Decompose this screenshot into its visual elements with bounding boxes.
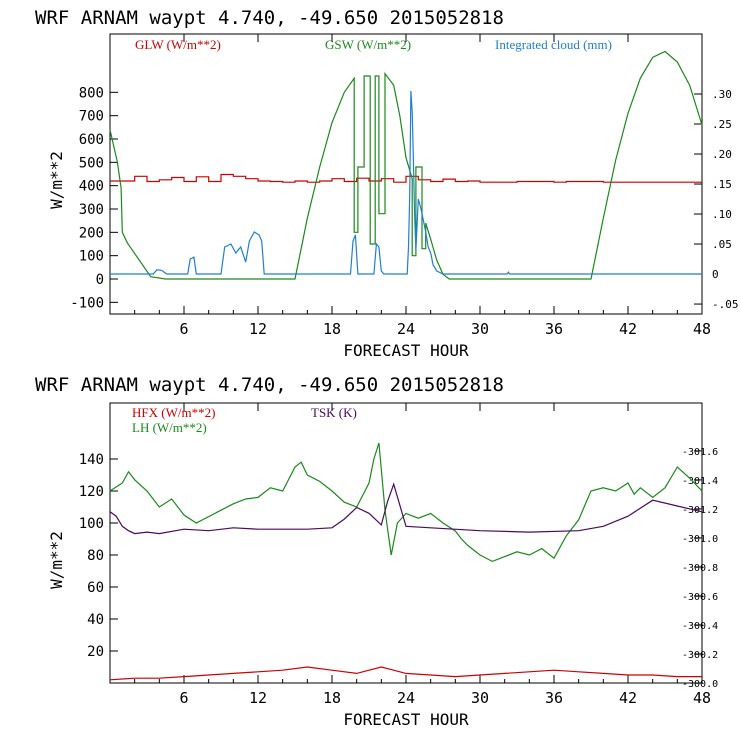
y2-tick-label: .05	[712, 238, 732, 251]
y2-tick-label: -300.2	[682, 650, 718, 661]
y2-tick-label: .30	[712, 88, 732, 101]
y2-tick-label: -300.0	[682, 679, 718, 690]
x-tick-label: 36	[545, 320, 563, 338]
legend-glw: GLW (W/m**2)	[135, 37, 221, 52]
y-tick-label: 500	[79, 155, 104, 171]
y2-tick-label: .20	[712, 148, 732, 161]
legend-gsw: GSW (W/m**2)	[325, 37, 411, 52]
y2-tick-label: -301.4	[682, 476, 718, 487]
panel-1-ticks: 6 12 18 24 30 36 42 48 -100 0 100 200 300 400 500 600 70…	[70, 34, 739, 338]
panel-2: WRF ARNAM waypt 4.740, -49.650 201505281…	[35, 374, 718, 729]
y2-tick-label: -301.6	[682, 447, 718, 458]
y-tick-label: 200	[79, 225, 104, 241]
y-tick-label: 140	[79, 452, 104, 468]
y2-tick-label: -300.6	[682, 592, 718, 603]
panel-1-legend: GLW (W/m**2) GSW (W/m**2) Integrated clo…	[135, 37, 612, 52]
y2-tick-label: .15	[712, 178, 732, 191]
panel-2-ticks: 6 12 18 24 30 36 42 48 20 40 60 80 100 120 140 -300.0 -3…	[79, 403, 718, 707]
y2-tick-label: -301.2	[682, 505, 718, 516]
x-tick-label: 36	[545, 689, 563, 707]
legend-cloud: Integrated cloud (mm)	[495, 37, 612, 52]
x-tick-label: 42	[619, 320, 637, 338]
x-tick-label: 12	[249, 689, 267, 707]
y2-tick-label: .10	[712, 208, 732, 221]
y-tick-label: 40	[87, 612, 104, 628]
y2-tick-label: -301.0	[682, 534, 718, 545]
y-tick-label: 300	[79, 202, 104, 218]
panel-2-ylabel: W/m**2	[47, 531, 66, 589]
y-tick-label: 60	[87, 580, 104, 596]
x-tick-label: 24	[397, 689, 415, 707]
x-tick-label: 48	[693, 689, 711, 707]
y-tick-label: 100	[79, 249, 104, 265]
x-tick-label: 6	[179, 689, 188, 707]
x-tick-label: 18	[323, 689, 341, 707]
legend-hfx: HFX (W/m**2)	[132, 405, 215, 420]
panel-1-ylabel: W/m**2	[47, 151, 66, 209]
panel-1-title: WRF ARNAM waypt 4.740, -49.650 201505281…	[35, 7, 504, 29]
x-tick-label: 48	[693, 320, 711, 338]
series-line-integrated	[110, 90, 702, 275]
legend-tsk: TSK (K)	[311, 405, 357, 420]
x-tick-label: 24	[397, 320, 415, 338]
y-tick-label: 700	[79, 109, 104, 125]
panel-2-plot-frame	[109, 402, 703, 684]
x-tick-label: 6	[179, 320, 188, 338]
panel-1: WRF ARNAM waypt 4.740, -49.650 201505281…	[35, 7, 739, 360]
panel-2-xlabel: FORECAST HOUR	[343, 710, 469, 729]
panel-2-legend: HFX (W/m**2) LH (W/m**2) TSK (K)	[132, 405, 357, 435]
x-tick-label: 30	[471, 320, 489, 338]
x-tick-label: 12	[249, 320, 267, 338]
y2-tick-label: 0	[712, 268, 719, 281]
y-tick-label: -100	[70, 295, 104, 311]
panel-1-series	[109, 50, 703, 280]
x-tick-label: 18	[323, 320, 341, 338]
y-tick-label: 20	[87, 644, 104, 660]
y-tick-label: 800	[79, 85, 104, 101]
panel-2-title: WRF ARNAM waypt 4.740, -49.650 201505281…	[35, 374, 504, 396]
series-line-lh	[109, 442, 703, 563]
legend-lh: LH (W/m**2)	[132, 420, 207, 435]
series-line-glw	[110, 173, 702, 183]
y-tick-label: 400	[79, 179, 104, 195]
series-line-tsk	[109, 482, 703, 535]
y-tick-label: 0	[96, 272, 104, 288]
y-tick-label: 100	[79, 516, 104, 532]
panel-2-series	[109, 442, 703, 681]
x-tick-label: 42	[619, 689, 637, 707]
series-line-gsw	[109, 50, 703, 280]
y-tick-label: 120	[79, 484, 104, 500]
x-tick-label: 30	[471, 689, 489, 707]
y2-tick-label: .25	[712, 118, 732, 131]
panel-1-xlabel: FORECAST HOUR	[343, 341, 469, 360]
y-tick-label: 80	[87, 548, 104, 564]
y2-tick-label: -300.4	[682, 621, 718, 632]
series-line-hfx	[109, 666, 702, 681]
y2-tick-label: -.05	[712, 298, 739, 311]
y-tick-label: 600	[79, 132, 104, 148]
y2-tick-label: -300.8	[682, 563, 718, 574]
